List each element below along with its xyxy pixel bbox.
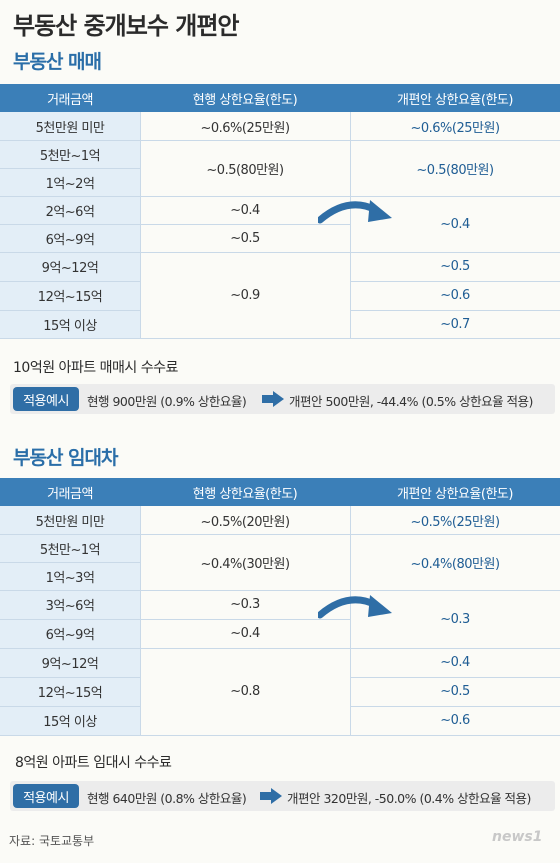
sale-table-header: 거래금액 현행 상한요율(한도) 개편안 상한요율(한도) <box>0 84 560 112</box>
right-arrow-icon <box>260 788 282 804</box>
grid-line <box>0 196 560 197</box>
sale-example-current: 현행 900만원 (0.9% 상한요율) <box>87 394 247 409</box>
sale-amount-cell: 9억~12억 <box>41 261 99 276</box>
sale-proposed-cell: ~0.6 <box>440 288 470 303</box>
sale-header-amount: 거래금액 <box>47 92 93 108</box>
grid-line <box>0 281 140 282</box>
lease-amount-cell: 12억~15억 <box>37 686 103 701</box>
grid-line <box>350 706 560 707</box>
grid-line <box>0 140 560 141</box>
grid-line <box>0 735 560 736</box>
lease-amount-cell: 6억~9억 <box>45 628 95 643</box>
news1-logo: news1 <box>492 829 543 845</box>
sale-amount-cell: 6억~9억 <box>45 232 95 248</box>
lease-proposed-cell: ~0.5 <box>440 684 470 699</box>
lease-amount-cell: 5천만원 미만 <box>35 514 105 530</box>
grid-line <box>0 648 560 649</box>
lease-proposed-cell: ~0.4%(80만원) <box>410 556 500 572</box>
grid-line <box>0 706 140 707</box>
page-title: 부동산 중개보수 개편안 <box>13 12 240 40</box>
lease-amount-cell: 15억 이상 <box>43 715 97 730</box>
lease-table-header: 거래금액 현행 상한요율(한도) 개편안 상한요율(한도) <box>0 478 560 506</box>
grid-line <box>0 252 560 253</box>
sale-amount-column <box>0 112 140 338</box>
lease-proposed-cell: ~0.4 <box>440 655 470 670</box>
grid-line <box>350 112 351 338</box>
lease-amount-column <box>0 506 140 735</box>
sale-amount-cell: 2억~6억 <box>45 204 95 220</box>
lease-example-box: 적용예시 현행 640만원 (0.8% 상한요율) 개편안 320만원, -50… <box>10 781 555 811</box>
sale-header-proposed: 개편안 상한요율(한도) <box>397 92 513 108</box>
sale-proposed-cell: ~0.5 <box>440 259 470 274</box>
example-badge: 적용예시 <box>13 784 79 808</box>
curved-arrow-icon <box>318 200 392 224</box>
sale-amount-cell: 15억 이상 <box>43 318 97 334</box>
curved-arrow-icon <box>318 595 392 619</box>
lease-current-cell: ~0.8 <box>230 684 260 699</box>
sale-amount-cell: 5천만원 미만 <box>35 120 105 136</box>
sale-proposed-cell: ~0.6%(25만원) <box>410 120 500 136</box>
lease-current-cell: ~0.4%(30만원) <box>200 556 290 572</box>
lease-amount-cell: 5천만~1억 <box>39 542 101 558</box>
grid-line <box>0 590 560 591</box>
lease-current-cell: ~0.3 <box>230 597 260 612</box>
lease-current-cell: ~0.4 <box>230 626 260 641</box>
lease-example-proposed: 개편안 320만원, -50.0% (0.4% 상한요율 적용) <box>287 791 531 806</box>
grid-line <box>0 534 560 535</box>
sale-amount-cell: 5천만~1억 <box>39 148 101 164</box>
sale-section-title: 부동산 매매 <box>13 51 102 73</box>
grid-line <box>140 112 141 338</box>
source-note: 자료: 국토교통부 <box>9 834 95 848</box>
lease-proposed-cell: ~0.5%(25만원) <box>410 514 500 530</box>
lease-proposed-cell: ~0.3 <box>440 611 470 627</box>
lease-amount-cell: 3억~6억 <box>45 599 95 614</box>
grid-line <box>0 562 140 563</box>
lease-example-title: 8억원 아파트 임대시 수수료 <box>15 755 172 771</box>
grid-line <box>0 338 560 339</box>
grid-line <box>0 677 140 678</box>
lease-amount-cell: 1억~3억 <box>45 570 95 586</box>
grid-line <box>0 619 350 620</box>
sale-header-current: 현행 상한요율(한도) <box>192 92 298 108</box>
lease-amount-cell: 9억~12억 <box>41 657 99 672</box>
sale-current-cell: ~0.5(80만원) <box>206 162 284 178</box>
lease-header-proposed: 개편안 상한요율(한도) <box>397 486 513 502</box>
sale-amount-cell: 1억~2억 <box>45 176 95 192</box>
sale-proposed-cell: ~0.5(80만원) <box>416 162 494 178</box>
grid-line <box>350 677 560 678</box>
lease-example-current: 현행 640만원 (0.8% 상한요율) <box>87 791 247 806</box>
sale-current-cell: ~0.6%(25만원) <box>200 120 290 136</box>
grid-line <box>350 281 560 282</box>
lease-current-cell: ~0.5%(20만원) <box>200 514 290 530</box>
sale-amount-cell: 12억~15억 <box>37 290 103 305</box>
sale-example-proposed: 개편안 500만원, -44.4% (0.5% 상한요율 적용) <box>289 394 533 409</box>
sale-proposed-cell: ~0.7 <box>440 316 470 332</box>
sale-current-cell: ~0.5 <box>230 230 260 246</box>
right-arrow-icon <box>262 391 284 407</box>
grid-line <box>140 506 141 735</box>
lease-section-title: 부동산 임대차 <box>13 447 118 469</box>
grid-line <box>0 310 140 311</box>
sale-example-title: 10억원 아파트 매매시 수수료 <box>13 360 178 376</box>
grid-line <box>350 506 351 735</box>
sale-proposed-cell: ~0.4 <box>440 216 470 232</box>
lease-header-amount: 거래금액 <box>47 486 93 502</box>
grid-line <box>0 168 140 169</box>
lease-header-current: 현행 상한요율(한도) <box>192 486 298 502</box>
example-badge: 적용예시 <box>13 387 79 411</box>
grid-line <box>0 224 350 225</box>
sale-current-cell: ~0.4 <box>230 202 260 218</box>
sale-example-box: 적용예시 현행 900만원 (0.9% 상한요율) 개편안 500만원, -44… <box>10 384 555 414</box>
sale-current-cell: ~0.9 <box>230 287 260 303</box>
grid-line <box>350 310 560 311</box>
lease-proposed-cell: ~0.6 <box>440 713 470 728</box>
